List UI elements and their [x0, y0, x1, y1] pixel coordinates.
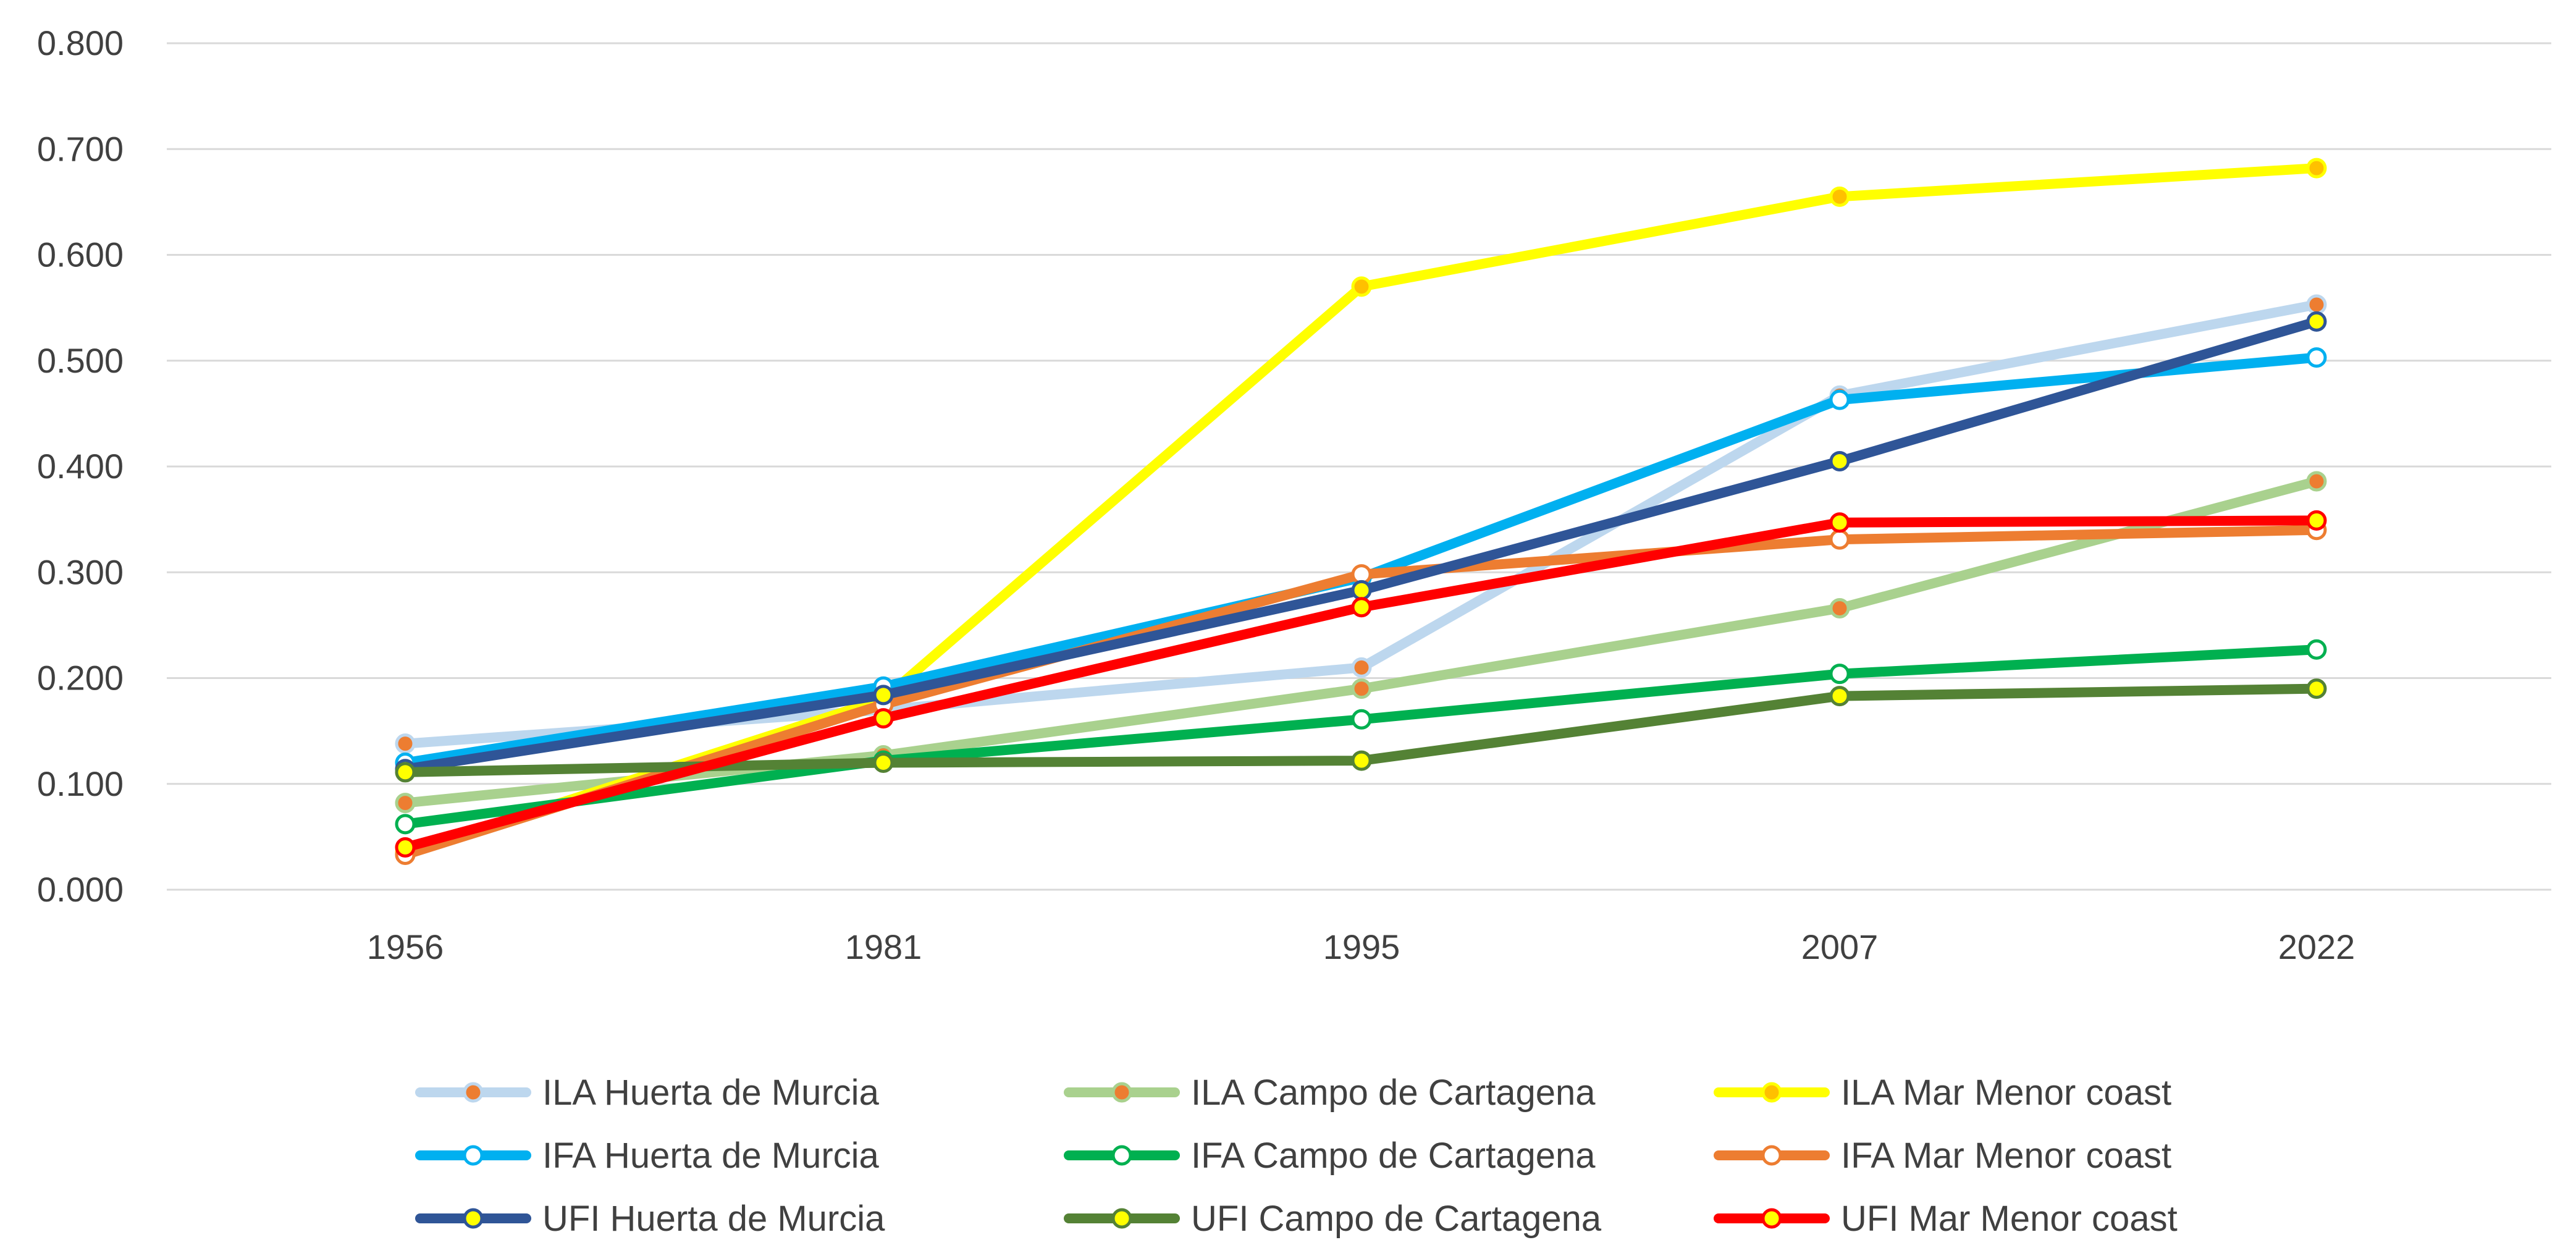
y-tick-label: 0.000	[37, 870, 124, 909]
legend-item[interactable]: ILA Huerta de Murcia	[415, 1073, 880, 1113]
legend-label: IFA Mar Menor coast	[1841, 1136, 2171, 1176]
legend-swatch-marker	[463, 1208, 484, 1229]
data-point	[2306, 158, 2327, 179]
legend-swatch-marker	[1761, 1082, 1782, 1103]
series-ifa-campo-de-cartagena	[395, 639, 2327, 835]
series-line	[400, 316, 2321, 774]
data-point	[1829, 664, 1850, 685]
data-point	[1351, 580, 1372, 601]
legend-item[interactable]: UFI Campo de Cartagena	[1064, 1199, 1602, 1239]
series-line	[400, 163, 2321, 858]
y-tick-label: 0.100	[37, 764, 124, 803]
data-point	[1351, 597, 1372, 618]
legend-label: IFA Campo de Cartagena	[1191, 1136, 1596, 1176]
data-point	[2306, 311, 2327, 332]
data-point	[395, 762, 416, 783]
data-point	[395, 837, 416, 858]
axes: 0.000 0.100 0.200 0.300 0.400 0.500 0.600 0.700…	[37, 23, 2355, 966]
data-point	[1351, 276, 1372, 297]
legend-swatch-marker	[1111, 1208, 1132, 1229]
data-point	[873, 685, 894, 706]
data-point	[1829, 512, 1850, 533]
data-point	[1351, 678, 1372, 699]
legend-label: UFI Huerta de Murcia	[542, 1199, 885, 1239]
legend-label: ILA Mar Menor coast	[1841, 1073, 2171, 1113]
legend-item[interactable]: UFI Mar Menor coast	[1714, 1199, 2178, 1239]
legend: ILA Huerta de Murcia ILA Campo de Cartage…	[415, 1073, 2178, 1239]
data-point	[2306, 471, 2327, 492]
legend-item[interactable]: UFI Huerta de Murcia	[415, 1199, 885, 1239]
y-tick-label: 0.800	[37, 23, 124, 62]
legend-item[interactable]: ILA Campo de Cartagena	[1064, 1073, 1596, 1113]
legend-swatch-marker	[1111, 1145, 1132, 1166]
legend-item[interactable]: IFA Mar Menor coast	[1714, 1136, 2171, 1176]
data-point	[1351, 657, 1372, 678]
data-point	[1829, 529, 1850, 550]
legend-swatch-marker	[463, 1145, 484, 1166]
legend-item[interactable]: ILA Mar Menor coast	[1714, 1073, 2171, 1113]
y-tick-label: 0.200	[37, 659, 124, 698]
legend-swatch-marker	[1111, 1082, 1132, 1103]
data-point	[873, 753, 894, 773]
data-point	[395, 793, 416, 814]
y-tick-label: 0.400	[37, 447, 124, 486]
data-point	[2306, 678, 2327, 699]
series-ufi-mar-menor-coast	[395, 510, 2327, 858]
data-point	[1351, 750, 1372, 771]
legend-label: UFI Mar Menor coast	[1841, 1199, 2178, 1239]
legend-label: ILA Huerta de Murcia	[542, 1073, 880, 1113]
x-tick-label: 1956	[367, 927, 444, 966]
data-point	[1829, 597, 1850, 618]
data-point	[2306, 510, 2327, 531]
data-point	[395, 733, 416, 754]
data-point	[2306, 639, 2327, 660]
legend-item[interactable]: IFA Huerta de Murcia	[415, 1136, 880, 1176]
legend-swatch-marker	[1761, 1208, 1782, 1229]
data-point	[1829, 686, 1850, 707]
data-point	[2306, 347, 2327, 368]
data-point	[873, 708, 894, 729]
data-point	[395, 814, 416, 835]
data-point	[1351, 709, 1372, 730]
data-point	[1829, 450, 1850, 471]
x-tick-label: 2007	[1801, 927, 1879, 966]
legend-swatch-marker	[463, 1082, 484, 1103]
x-tick-label: 1981	[845, 927, 922, 966]
legend-label: IFA Huerta de Murcia	[542, 1136, 880, 1176]
x-tick-label: 2022	[2278, 927, 2355, 966]
legend-swatch-marker	[1761, 1145, 1782, 1166]
y-tick-label: 0.300	[37, 552, 124, 591]
series-lines	[395, 158, 2327, 865]
y-tick-label: 0.600	[37, 235, 124, 274]
y-tick-label: 0.700	[37, 129, 124, 168]
legend-item[interactable]: IFA Campo de Cartagena	[1064, 1136, 1596, 1176]
data-point	[1829, 186, 1850, 207]
legend-label: UFI Campo de Cartagena	[1191, 1199, 1602, 1239]
data-point	[2306, 294, 2327, 315]
legend-label: ILA Campo de Cartagena	[1191, 1073, 1596, 1113]
series-ufi-huerta-de-murcia	[395, 311, 2327, 780]
x-tick-label: 1995	[1323, 927, 1400, 966]
data-point	[1829, 389, 1850, 410]
y-tick-label: 0.500	[37, 341, 124, 380]
